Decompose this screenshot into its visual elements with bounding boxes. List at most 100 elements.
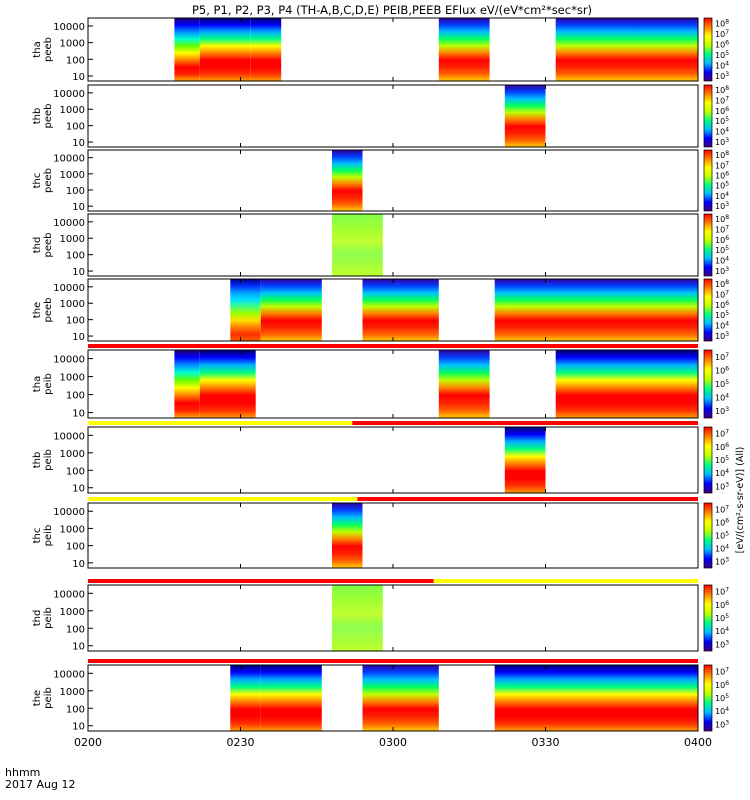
y-tick-label: 10: [72, 202, 85, 213]
spectrogram-block: [362, 279, 439, 341]
colorbar-tick-label: 107: [715, 587, 729, 597]
y-tick-label: 100: [66, 186, 85, 197]
panel-frame: [87, 149, 699, 212]
panel-label: peeb: [43, 104, 54, 129]
panel-thd-peib: 10 100 1000 10000 thd peib 103 104 105 106 107: [32, 579, 729, 653]
y-tick-label: 10000: [53, 154, 85, 165]
panel-label: the: [32, 302, 43, 318]
colorbar-tick-label: 105: [715, 693, 729, 703]
y-tick-label: 10: [72, 332, 85, 343]
colorbar-tick-label: 107: [715, 429, 729, 439]
panel-label: thc: [32, 173, 43, 189]
colorbar-tick-label: 106: [715, 442, 729, 452]
y-tick-label: 100: [66, 122, 85, 133]
colorbar-tick-label: 103: [715, 719, 729, 729]
mode-bar: [88, 579, 434, 583]
colorbar-tick-label: 103: [715, 557, 729, 567]
spectrogram-block: [230, 665, 261, 731]
colorbar: [703, 84, 713, 148]
y-tick-label: 10: [72, 267, 85, 278]
panel-label: tha: [32, 376, 43, 392]
colorbar-tick-label: 104: [715, 256, 729, 266]
spectrogram-block: [555, 18, 698, 81]
y-tick-label: 100: [66, 466, 85, 477]
panel-label: peeb: [43, 37, 54, 62]
y-tick-label: 1000: [60, 373, 85, 384]
mode-bar: [433, 579, 698, 583]
colorbar-tick-label: 103: [715, 137, 729, 147]
y-tick-label: 1000: [60, 607, 85, 618]
y-tick-label: 1000: [60, 234, 85, 245]
y-tick-label: 100: [66, 251, 85, 262]
colorbar-tick-label: 105: [715, 379, 729, 389]
colorbar-tick-label: 103: [715, 406, 729, 416]
panel-the-peib: 10 100 1000 10000 the peib 103 104 105 106 107: [32, 659, 729, 733]
colorbar-tick-label: 107: [715, 160, 729, 170]
colorbar-tick-label: 107: [715, 505, 729, 515]
y-tick-label: 10000: [53, 431, 85, 442]
colorbar-tick-label: 106: [715, 600, 729, 610]
colorbar-tick-label: 106: [715, 680, 729, 690]
colorbar-tick-label: 103: [715, 201, 729, 211]
panel-label: peib: [43, 373, 54, 395]
y-tick-label: 1000: [60, 170, 85, 181]
y-tick-label: 1000: [60, 449, 85, 460]
colorbar-tick-label: 103: [715, 639, 729, 649]
colorbar-tick-label: 106: [715, 39, 729, 49]
panel-label: peeb: [43, 168, 54, 193]
colorbar-tick-label: 105: [715, 455, 729, 465]
colorbar-tick-label: 108: [715, 18, 729, 28]
spectrogram-block: [362, 665, 439, 731]
panel-label: thb: [32, 108, 43, 125]
y-tick-label: 10000: [53, 218, 85, 229]
colorbar-tick-label: 106: [715, 518, 729, 528]
colorbar-tick-label: 107: [715, 352, 729, 362]
spectrogram-block: [250, 18, 282, 81]
y-tick-label: 10000: [53, 355, 85, 366]
colorbar-tick-label: 107: [715, 225, 729, 235]
y-tick-label: 10000: [53, 669, 85, 680]
panel-thc-peib: 10 100 1000 10000 thc peib 103 104 105 106 107: [32, 497, 729, 570]
colorbar-tick-label: 106: [715, 235, 729, 245]
colorbar-tick-label: 103: [715, 266, 729, 276]
colorbar-tick-label: 107: [715, 290, 729, 300]
colorbar: [703, 584, 713, 652]
panel-label: peeb: [43, 298, 54, 323]
colorbar-tick-label: 104: [715, 60, 729, 70]
y-tick-label: 100: [66, 624, 85, 635]
panel-frame: [87, 584, 699, 652]
y-tick-label: 1000: [60, 105, 85, 116]
colorbar-tick-label: 106: [715, 106, 729, 116]
colorbar-tick-label: 105: [715, 245, 729, 255]
colorbar-tick-label: 108: [715, 214, 729, 224]
spectrogram-block: [174, 18, 200, 81]
panel-label: thd: [32, 610, 43, 627]
panel-label: thc: [32, 528, 43, 544]
colorbar: [703, 426, 713, 494]
spectrogram-block: [174, 350, 200, 418]
colorbar: [703, 213, 713, 277]
colorbar-tick-label: 107: [715, 667, 729, 677]
colorbar: [703, 664, 713, 732]
colorbar-tick-label: 108: [715, 150, 729, 160]
spectrogram-block: [260, 279, 322, 341]
spectrogram-block: [494, 279, 698, 341]
y-tick-label: 100: [66, 55, 85, 66]
y-tick-label: 10: [72, 484, 85, 495]
figure-title: P5, P1, P2, P3, P4 (TH-A,B,C,D,E) PEIB,P…: [192, 3, 592, 17]
colorbar-tick-label: 105: [715, 116, 729, 126]
colorbar-tick-label: 108: [715, 279, 729, 289]
colorbar-tick-label: 104: [715, 191, 729, 201]
y-tick-label: 100: [66, 704, 85, 715]
colorbar: [703, 278, 713, 342]
panel-label: peib: [43, 607, 54, 629]
y-tick-label: 10: [72, 722, 85, 733]
panel-label: tha: [32, 41, 43, 57]
colorbar-tick-label: 107: [715, 29, 729, 39]
colorbar-tick-label: 105: [715, 310, 729, 320]
spectrogram-block: [332, 214, 383, 276]
